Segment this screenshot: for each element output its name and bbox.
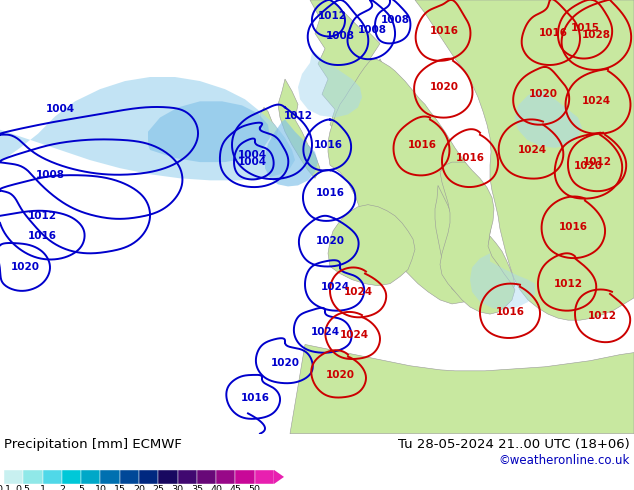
Text: 1012: 1012 — [553, 279, 583, 289]
Text: 0.5: 0.5 — [16, 485, 31, 490]
Text: Tu 28-05-2024 21..00 UTC (18+06): Tu 28-05-2024 21..00 UTC (18+06) — [398, 438, 630, 451]
Text: 45: 45 — [230, 485, 242, 490]
Text: 1012: 1012 — [583, 157, 612, 167]
Bar — [4, 470, 23, 484]
Text: 1008: 1008 — [36, 171, 65, 180]
Text: 1020: 1020 — [11, 263, 39, 272]
Text: 1016: 1016 — [240, 393, 269, 403]
Polygon shape — [470, 253, 535, 310]
Polygon shape — [265, 120, 318, 186]
Text: 1008: 1008 — [325, 31, 354, 42]
Bar — [120, 470, 139, 484]
Text: 25: 25 — [152, 485, 164, 490]
Text: 1012: 1012 — [588, 311, 616, 321]
Bar — [23, 470, 42, 484]
Polygon shape — [260, 107, 278, 140]
Polygon shape — [440, 162, 515, 314]
Text: 15: 15 — [113, 485, 126, 490]
Text: ©weatheronline.co.uk: ©weatheronline.co.uk — [498, 454, 630, 467]
Text: 10: 10 — [94, 485, 107, 490]
Text: 1020: 1020 — [574, 161, 602, 171]
Bar — [255, 470, 274, 484]
Text: 1020: 1020 — [325, 370, 354, 380]
Text: 1004: 1004 — [238, 157, 266, 167]
Polygon shape — [487, 236, 515, 297]
Text: 50: 50 — [249, 485, 261, 490]
Polygon shape — [515, 89, 582, 148]
Text: 1004: 1004 — [46, 104, 75, 115]
Polygon shape — [290, 344, 634, 434]
Text: 2: 2 — [59, 485, 65, 490]
Polygon shape — [435, 185, 465, 294]
Text: 1008: 1008 — [358, 25, 387, 35]
Bar — [235, 470, 255, 484]
Bar — [139, 470, 158, 484]
Polygon shape — [298, 49, 362, 118]
Bar — [100, 470, 120, 484]
Text: 1016: 1016 — [408, 140, 436, 150]
Text: 30: 30 — [172, 485, 184, 490]
Text: 1020: 1020 — [429, 82, 458, 92]
Text: 1024: 1024 — [344, 287, 373, 297]
Text: 1020: 1020 — [529, 89, 557, 99]
Text: 1024: 1024 — [517, 145, 547, 155]
Polygon shape — [278, 79, 320, 178]
Text: 40: 40 — [210, 485, 222, 490]
Text: 1028: 1028 — [581, 30, 611, 41]
Polygon shape — [274, 470, 284, 484]
Text: 0.1: 0.1 — [0, 485, 11, 490]
Polygon shape — [355, 59, 420, 231]
Polygon shape — [415, 0, 634, 320]
Bar — [42, 470, 62, 484]
Polygon shape — [328, 205, 415, 286]
Bar — [158, 470, 178, 484]
Text: 1016: 1016 — [538, 28, 567, 38]
Text: 1015: 1015 — [571, 24, 600, 33]
Text: Precipitation [mm] ECMWF: Precipitation [mm] ECMWF — [4, 438, 182, 451]
Bar — [81, 470, 100, 484]
Text: 1004: 1004 — [238, 150, 266, 160]
Bar — [197, 470, 216, 484]
Text: 35: 35 — [191, 485, 203, 490]
Text: 1016: 1016 — [316, 188, 344, 197]
Bar — [216, 470, 235, 484]
Text: 1012: 1012 — [318, 11, 347, 21]
Text: 5: 5 — [78, 485, 84, 490]
Text: 1016: 1016 — [27, 231, 56, 241]
Bar — [178, 470, 197, 484]
Text: 1016: 1016 — [429, 26, 458, 36]
Polygon shape — [0, 77, 295, 180]
Text: 1016: 1016 — [313, 140, 342, 150]
Polygon shape — [310, 0, 380, 165]
Text: 1: 1 — [39, 485, 46, 490]
Polygon shape — [340, 140, 360, 180]
Text: 1008: 1008 — [380, 15, 410, 25]
Text: 1016: 1016 — [455, 153, 484, 163]
Text: 1012: 1012 — [27, 211, 56, 221]
Text: 1012: 1012 — [283, 111, 313, 121]
Polygon shape — [328, 59, 492, 304]
Text: 1016: 1016 — [496, 307, 524, 317]
Text: 1024: 1024 — [581, 97, 611, 106]
Polygon shape — [148, 101, 270, 162]
Text: 1024: 1024 — [311, 327, 340, 337]
Text: 1016: 1016 — [559, 222, 588, 232]
Text: 1020: 1020 — [271, 358, 299, 368]
Bar — [62, 470, 81, 484]
Text: 1024: 1024 — [320, 282, 349, 292]
Text: 1024: 1024 — [339, 330, 368, 341]
Text: 20: 20 — [133, 485, 145, 490]
Text: 1020: 1020 — [316, 236, 344, 246]
